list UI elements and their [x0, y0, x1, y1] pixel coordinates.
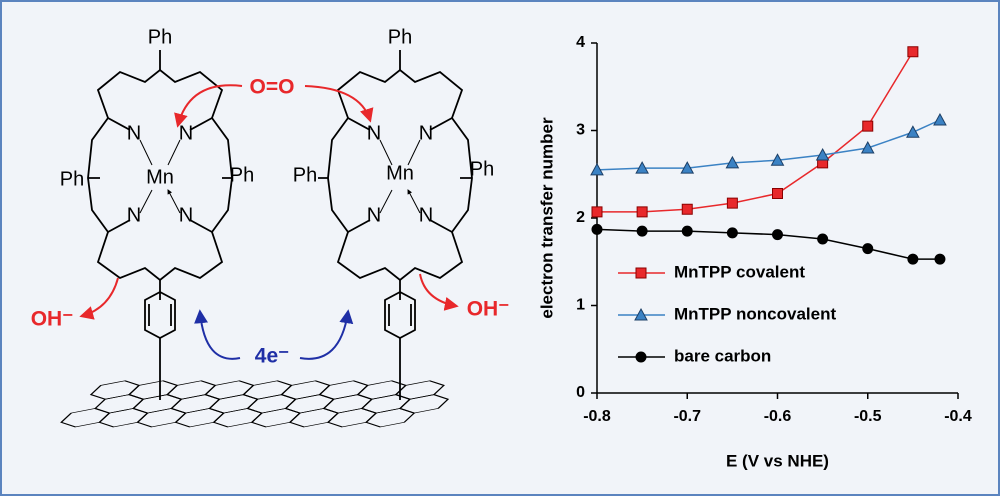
data-point	[933, 112, 947, 126]
data-point	[815, 147, 830, 161]
y-tick-label: 4	[576, 34, 585, 51]
porphyrin-right	[318, 50, 473, 400]
x-tick-label: -0.6	[764, 408, 792, 425]
data-point	[934, 253, 946, 265]
data-point	[681, 225, 693, 237]
electron-label: 4e⁻	[255, 345, 289, 368]
nitrogen-label: N	[419, 122, 433, 144]
metal-label: Mn	[146, 166, 174, 188]
data-point	[862, 243, 874, 255]
x-tick-label: -0.5	[854, 408, 882, 425]
nitrogen-label: N	[179, 122, 193, 144]
legend: MnTPP covalent MnTPP noncovalent bare carb…	[618, 262, 836, 365]
y-tick-label: 1	[576, 297, 585, 314]
data-point	[907, 253, 919, 265]
legend-label: MnTPP noncovalent	[674, 304, 836, 323]
y-tick-label: 0	[576, 384, 585, 401]
y-tick-label: 2	[576, 209, 585, 226]
data-point	[906, 125, 920, 138]
data-point	[772, 188, 783, 199]
data-point	[680, 161, 695, 174]
data-point	[636, 225, 648, 237]
data-point	[636, 206, 648, 218]
metal-label: Mn	[386, 162, 414, 184]
hydroxide-label: OH⁻	[467, 298, 510, 321]
x-tick-label: -0.8	[583, 408, 611, 425]
data-point	[726, 227, 738, 239]
hexagon-grid	[60, 380, 450, 428]
nitrogen-label: N	[179, 204, 193, 226]
data-point	[770, 153, 785, 166]
graphene-sheet	[60, 380, 450, 428]
legend-label: MnTPP covalent	[674, 262, 805, 281]
phenyl-label: Ph	[60, 168, 84, 190]
data-point	[591, 223, 603, 235]
data-point	[681, 203, 693, 215]
nitrogen-label: N	[367, 122, 381, 144]
data-point	[591, 206, 603, 218]
data-point	[907, 46, 919, 58]
data-point	[635, 161, 649, 174]
phenyl-label: Ph	[230, 164, 254, 186]
y-tick-label: 3	[576, 122, 585, 139]
data-point	[772, 229, 783, 241]
data-point	[590, 162, 604, 176]
x-axis-title: E (V vs NHE)	[726, 451, 829, 470]
data-point	[817, 233, 829, 245]
nitrogen-label: N	[419, 204, 433, 226]
diagram: Ph Ph Ph N N N N Mn Ph Ph Ph N N N N Mn	[31, 26, 510, 400]
chart: 0 1 2 3 4 -0.8 -0.7 -0.6 -0.5 -0.4 E (V vs NHE) ele…	[537, 34, 971, 470]
phenyl-label: Ph	[388, 26, 412, 48]
x-tick-label: -0.4	[944, 408, 972, 425]
hexagon	[365, 408, 416, 428]
data-point	[726, 197, 738, 209]
x-tick-label: -0.7	[673, 408, 701, 425]
electron-arrows	[194, 309, 354, 360]
nitrogen-label: N	[127, 204, 141, 226]
porphyrin-left	[87, 50, 233, 400]
legend-marker	[634, 307, 648, 321]
data-point	[725, 155, 740, 169]
phenyl-label: Ph	[470, 158, 494, 180]
data-point	[862, 120, 874, 132]
oxygen-label: O=O	[250, 76, 295, 99]
reaction-arrows	[79, 84, 459, 320]
series-line	[597, 51, 914, 213]
nitrogen-label: N	[367, 204, 381, 226]
y-axis-title: electron transfer number	[537, 117, 556, 319]
phenyl-label: Ph	[293, 164, 317, 186]
legend-marker	[635, 267, 647, 279]
phenyl-label: Ph	[148, 26, 172, 48]
legend-label: bare carbon	[674, 346, 771, 365]
hydroxide-label: OH⁻	[31, 308, 74, 331]
nitrogen-label: N	[127, 122, 141, 144]
legend-marker	[635, 351, 647, 363]
data-point	[860, 140, 875, 154]
